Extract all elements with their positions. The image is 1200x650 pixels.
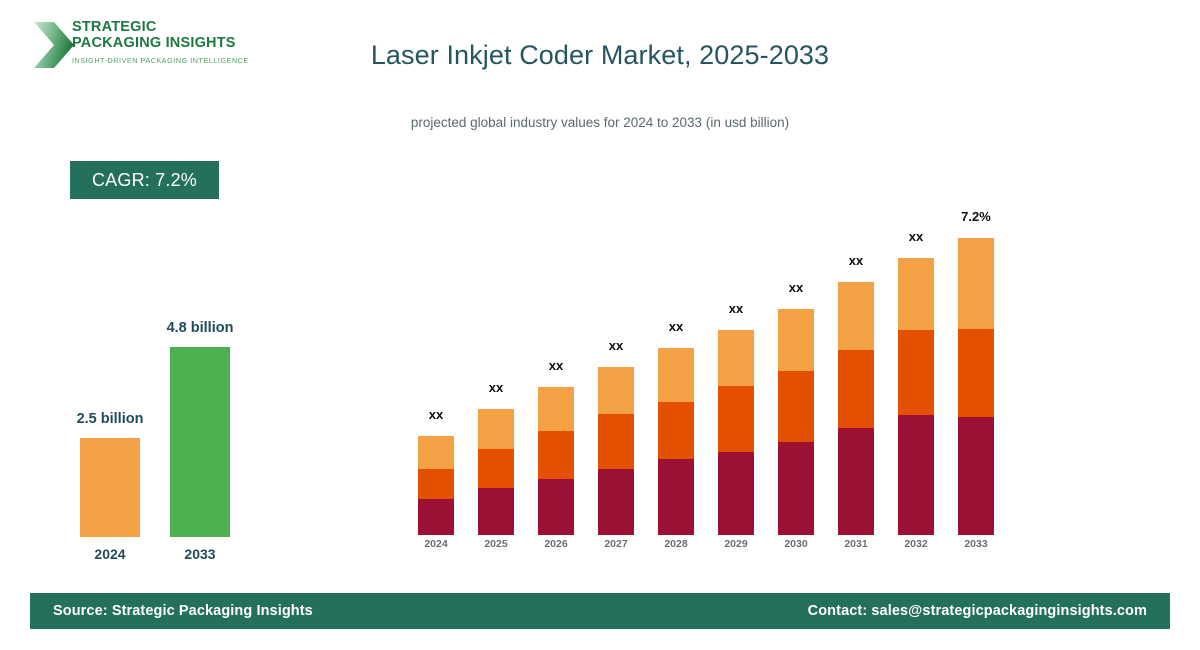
stacked-segment-segment-1-2025 [478, 488, 514, 535]
endpoint-bar-2033 [170, 347, 230, 537]
endpoint-bar-2024 [80, 438, 140, 537]
endpoint-bar-value-2024: 2.5 billion [76, 411, 144, 427]
cagr-badge-label: CAGR: 7.2% [91, 169, 198, 190]
stacked-segment-segment-3-2026 [538, 387, 574, 431]
endpoint-bar-value-2033: 4.8 billion [166, 320, 234, 336]
page-title: Laser Inkjet Coder Market, 2025-2033 [370, 40, 830, 70]
footer-source: Source: Strategic Packaging Insights [53, 603, 313, 619]
stacked-segment-segment-1-2027 [598, 469, 634, 535]
stacked-bar-2028 [658, 348, 694, 535]
stacked-segment-segment-2-2025 [478, 449, 514, 488]
stacked-segment-segment-2-2030 [778, 371, 814, 442]
stacked-axis-label-2028: 2028 [664, 538, 688, 550]
brand-logo: STRATEGIC PACKAGING INSIGHTS INSIGHT-DRI… [30, 17, 260, 75]
stacked-bar-value-2032: xx [908, 229, 924, 244]
stacked-axis-label-2024: 2024 [424, 538, 448, 550]
stacked-bar-2031 [838, 282, 874, 535]
stacked-bar-value-2029: xx [728, 301, 744, 316]
endpoint-axis-label-2033: 2033 [184, 546, 216, 562]
stacked-segment-segment-1-2028 [658, 459, 694, 535]
stacked-bar-2032 [898, 258, 934, 535]
stacked-segment-segment-3-2027 [598, 367, 634, 414]
stacked-axis-label-2033: 2033 [964, 538, 988, 550]
footer-bar: Source: Strategic Packaging Insights Con… [30, 593, 1170, 629]
endpoint-axis-label-2024: 2024 [94, 546, 126, 562]
stacked-bar-2030 [778, 309, 814, 535]
logo-line-1: STRATEGIC [72, 19, 157, 35]
logo-tagline: INSIGHT-DRIVEN PACKAGING INTELLIGENCE [72, 56, 249, 65]
stacked-segment-segment-1-2032 [898, 415, 934, 535]
stacked-segment-segment-1-2029 [718, 452, 754, 535]
stacked-segment-segment-2-2029 [718, 386, 754, 452]
stacked-segment-segment-3-2030 [778, 309, 814, 371]
stacked-bar-2026 [538, 387, 574, 535]
stacked-segment-segment-3-2032 [898, 258, 934, 330]
stacked-bar-value-2033: 7.2% [961, 209, 991, 224]
cagr-badge: CAGR: 7.2% [70, 161, 219, 199]
stacked-bar-2024 [418, 436, 454, 535]
stacked-bar-2025 [478, 409, 514, 535]
footer-contact: Contact: sales@strategicpackaginginsight… [807, 603, 1147, 619]
stacked-bar-value-2025: xx [488, 380, 504, 395]
stacked-axis-label-2025: 2025 [484, 538, 508, 550]
stacked-bar-value-2028: xx [668, 319, 684, 334]
stacked-segment-segment-3-2025 [478, 409, 514, 449]
stacked-segment-segment-1-2026 [538, 479, 574, 535]
stacked-segment-segment-3-2029 [718, 330, 754, 386]
stacked-segment-segment-2-2024 [418, 469, 454, 499]
stacked-segment-segment-2-2031 [838, 350, 874, 428]
stacked-segment-segment-1-2031 [838, 428, 874, 535]
stacked-segment-segment-1-2024 [418, 499, 454, 535]
stacked-segment-segment-2-2032 [898, 330, 934, 415]
page-subtitle: projected global industry values for 202… [410, 115, 790, 130]
stacked-bar-value-2026: xx [548, 358, 564, 373]
stacked-axis-label-2032: 2032 [904, 538, 928, 550]
stacked-bar-value-2031: xx [848, 253, 864, 268]
stacked-axis-label-2029: 2029 [724, 538, 748, 550]
stacked-axis-label-2026: 2026 [544, 538, 568, 550]
stacked-bar-2027 [598, 367, 634, 535]
stacked-segment-segment-2-2027 [598, 414, 634, 469]
stacked-segment-segment-1-2033 [958, 417, 994, 535]
logo-wordmark: STRATEGIC PACKAGING INSIGHTS INSIGHT-DRI… [72, 19, 262, 65]
endpoint-comparison-chart: 2.5 billion 2024 4.8 billion 2033 [0, 0, 310, 650]
stacked-segment-segment-3-2031 [838, 282, 874, 350]
stacked-bar-value-2024: xx [428, 407, 444, 422]
stacked-segment-segment-2-2033 [958, 329, 994, 417]
stacked-bar-value-2027: xx [608, 338, 624, 353]
chevron-right-icon [30, 19, 78, 71]
stacked-segment-segment-3-2024 [418, 436, 454, 469]
stacked-axis-label-2027: 2027 [604, 538, 628, 550]
stacked-segment-segment-3-2028 [658, 348, 694, 402]
stacked-bar-2033 [958, 238, 994, 535]
stacked-bar-value-2030: xx [788, 280, 804, 295]
stacked-segment-segment-2-2026 [538, 431, 574, 479]
stacked-segment-segment-2-2028 [658, 402, 694, 459]
logo-line-2: PACKAGING INSIGHTS [72, 35, 236, 51]
stacked-bar-2029 [718, 330, 754, 535]
stacked-axis-label-2030: 2030 [784, 538, 808, 550]
stacked-axis-label-2031: 2031 [844, 538, 868, 550]
stacked-segment-segment-3-2033 [958, 238, 994, 329]
stacked-segment-segment-1-2030 [778, 442, 814, 535]
